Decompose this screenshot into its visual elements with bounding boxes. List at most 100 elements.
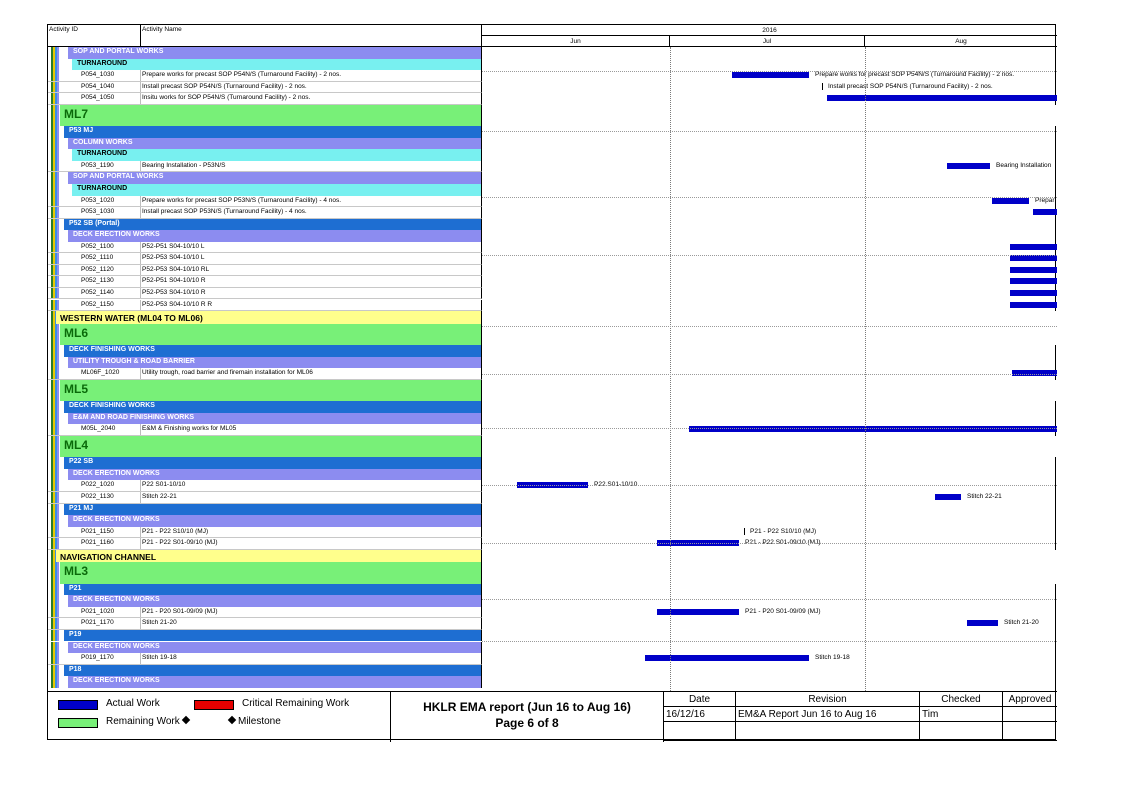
wbs-group-row[interactable]: P21: [48, 583, 1057, 596]
legend-remaining-swatch: [58, 718, 98, 728]
wbs-group-row[interactable]: P19: [48, 629, 1057, 642]
wbs-group-row[interactable]: SOP AND PORTAL WORKS: [48, 172, 1057, 184]
wbs-group-row[interactable]: ML5: [48, 379, 1057, 402]
wbs-group-row[interactable]: P21 MJ: [48, 503, 1057, 516]
activity-row[interactable]: P021_1150 P21 - P22 S10/10 (MJ) P21 - P22 …: [48, 526, 1057, 539]
activity-row[interactable]: P052_1120 P52-P53 S04-10/10 RL: [48, 264, 1057, 277]
wbs-group-row[interactable]: P53 MJ: [48, 126, 1057, 138]
wbs-group-row[interactable]: E&M AND ROAD FINISHING WORKS: [48, 412, 1057, 425]
wbs-group-row[interactable]: ML3: [48, 562, 1057, 584]
activity-bar[interactable]: [645, 655, 809, 662]
activity-row[interactable]: P054_1030 Prepare works for precast SOP P…: [48, 70, 1057, 82]
wbs-group-row[interactable]: DECK ERECTION WORKS: [48, 676, 1057, 688]
activity-row[interactable]: ML06F_1020 Utility trough, road barrier a…: [48, 368, 1057, 380]
activity-row[interactable]: P022_1020 P22 S01-10/10 P22 S01-10/10: [48, 480, 1057, 492]
wbs-group-row[interactable]: DECK FINISHING WORKS: [48, 345, 1057, 357]
wbs-level-strip: [51, 538, 53, 549]
gantt-cell: [482, 368, 1057, 380]
activity-bar[interactable]: [1033, 209, 1057, 216]
wbs-title: P22 SB: [69, 458, 94, 466]
wbs-group-row[interactable]: WESTERN WATER (ML04 TO ML06): [48, 311, 1057, 324]
wbs-group-row[interactable]: DECK ERECTION WORKS: [48, 641, 1057, 654]
activity-bar[interactable]: [967, 620, 998, 627]
activity-bar[interactable]: [1012, 370, 1057, 377]
wbs-level-strip: [51, 58, 53, 71]
wbs-group-row[interactable]: DECK ERECTION WORKS: [48, 468, 1057, 481]
activity-bar[interactable]: [1010, 301, 1057, 308]
activity-row[interactable]: P054_1040 Install precast SOP P54N/S (Tur…: [48, 81, 1057, 94]
wbs-band: ML3: [48, 562, 482, 584]
activity-row[interactable]: P053_1030 Install precast SOP P53N/S (Tur…: [48, 207, 1057, 219]
activity-row[interactable]: P052_1140 P52-P53 S04-10/10 R: [48, 287, 1057, 300]
wbs-group-row[interactable]: SOP AND PORTAL WORKS: [48, 47, 1057, 59]
timescale-year: 2016: [482, 25, 1057, 36]
activity-bar[interactable]: [947, 162, 990, 169]
activity-row[interactable]: P021_1020 P21 - P20 S01-09/09 (MJ) P21 - P…: [48, 606, 1057, 619]
wbs-level-strip: [55, 653, 57, 664]
wbs-group-row[interactable]: ML6: [48, 323, 1057, 346]
wbs-group-row[interactable]: TURNAROUND: [48, 58, 1057, 71]
wbs-level-strip: [53, 606, 55, 618]
column-divider: [140, 264, 141, 276]
wbs-group-row[interactable]: NAVIGATION CHANNEL: [48, 549, 1057, 563]
activity-row[interactable]: P052_1100 P52-P51 S04-10/10 L: [48, 241, 1057, 254]
activity-row[interactable]: P019_1170 Stitch 19-18 Stitch 19-18: [48, 653, 1057, 665]
col-activity-id[interactable]: Activity ID: [49, 26, 78, 33]
wbs-group-row[interactable]: ML4: [48, 435, 1057, 458]
activity-bar[interactable]: [827, 95, 1057, 102]
wbs-level-strip: [51, 195, 53, 207]
activity-row[interactable]: P053_1190 Bearing Installation - P53N/S Be…: [48, 160, 1057, 173]
wbs-level-strip: [57, 583, 59, 596]
wbs-group-row[interactable]: P22 SB: [48, 457, 1057, 469]
wbs-group-row[interactable]: TURNAROUND: [48, 149, 1057, 161]
wbs-group-row[interactable]: DECK ERECTION WORKS: [48, 595, 1057, 607]
gantt-cell: [482, 265, 1057, 277]
activity-bar[interactable]: [1010, 266, 1057, 273]
activity-bar[interactable]: [657, 608, 739, 615]
wbs-level-strip: [53, 468, 55, 481]
activity-bar[interactable]: [935, 494, 961, 500]
activity-row[interactable]: P021_1170 Stitch 21-20 Stitch 21-20: [48, 618, 1057, 630]
milestone-marker[interactable]: [744, 527, 745, 535]
wbs-group-row[interactable]: ML7: [48, 104, 1057, 127]
activity-row[interactable]: P052_1110 P52-P53 S04-10/10 L: [48, 253, 1057, 265]
wbs-group-row[interactable]: DECK FINISHING WORKS: [48, 401, 1057, 413]
activity-row[interactable]: P054_1050 Insitu works for SOP P54N/S (Tu…: [48, 93, 1057, 105]
activity-row[interactable]: P052_1150 P52-P53 S04-10/10 R R: [48, 299, 1057, 312]
wbs-group-row[interactable]: COLUMN WORKS: [48, 137, 1057, 150]
wbs-level-strip: [55, 356, 57, 369]
wbs-level-strip: [55, 629, 57, 642]
wbs-group-row[interactable]: TURNAROUND: [48, 184, 1057, 196]
activity-bar[interactable]: [689, 426, 1057, 433]
milestone-marker[interactable]: [822, 82, 823, 90]
wbs-group-row[interactable]: P18: [48, 664, 1057, 677]
col-activity-name[interactable]: Activity Name: [142, 26, 182, 33]
activity-bar[interactable]: [1010, 243, 1057, 250]
activity-name: P22 S01-10/10: [142, 481, 186, 489]
wbs-group-row[interactable]: P52 SB (Portal): [48, 218, 1057, 231]
column-divider: [140, 195, 141, 207]
wbs-group-row[interactable]: DECK ERECTION WORKS: [48, 230, 1057, 242]
activity-bar[interactable]: [1010, 278, 1057, 285]
wbs-group-row[interactable]: UTILITY TROUGH & ROAD BARRIER: [48, 356, 1057, 369]
activity-row[interactable]: P053_1020 Prepare works for precast SOP P…: [48, 195, 1057, 208]
activity-bar[interactable]: [1010, 289, 1057, 296]
wbs-level-strip: [51, 606, 53, 618]
gantt-cell: [482, 562, 1057, 584]
wbs-level-strip: [53, 401, 55, 413]
gantt-cell: [482, 515, 1057, 527]
activity-bar[interactable]: [732, 72, 809, 79]
activity-bar[interactable]: [992, 197, 1029, 204]
column-divider: [140, 70, 141, 81]
wbs-group-row[interactable]: DECK ERECTION WORKS: [48, 515, 1057, 527]
activity-row[interactable]: M05L_2040 E&M & Finishing works for ML05: [48, 424, 1057, 436]
bar-label: P21 - P20 S01-09/09 (MJ): [745, 607, 821, 615]
wbs-level-strip: [55, 618, 57, 629]
activity-row[interactable]: P022_1130 Stitch 22-21 Stitch 22-21: [48, 492, 1057, 504]
activity-row[interactable]: P052_1130 P52-P51 S04-10/10 R: [48, 276, 1057, 288]
wbs-level-strip: [55, 70, 57, 81]
activity-cells: P022_1020 P22 S01-10/10: [48, 480, 482, 492]
wbs-level-strip: [51, 323, 53, 346]
activity-bar[interactable]: [1010, 255, 1057, 262]
wbs-level-strip: [55, 468, 57, 481]
